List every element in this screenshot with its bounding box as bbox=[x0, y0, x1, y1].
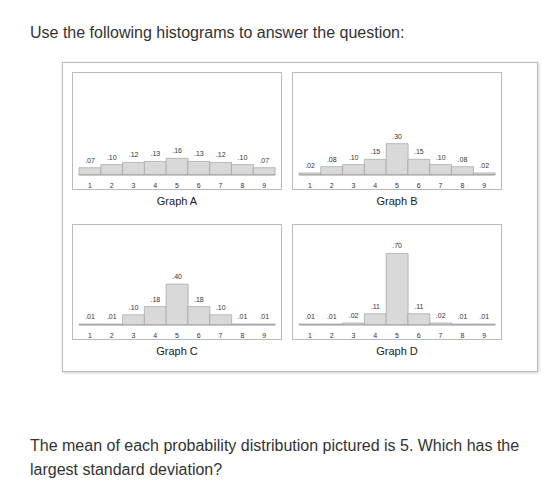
svg-text:9: 9 bbox=[262, 332, 266, 339]
svg-text:.11: .11 bbox=[414, 303, 423, 310]
svg-text:.01: .01 bbox=[107, 313, 117, 320]
html-text:Graph C: Graph C bbox=[156, 345, 198, 357]
svg-text:.40: .40 bbox=[172, 273, 182, 280]
svg-text:8: 8 bbox=[240, 182, 244, 189]
svg-text:.10: .10 bbox=[349, 154, 359, 161]
svg-text:3: 3 bbox=[351, 332, 355, 339]
html-text:Graph B: Graph B bbox=[376, 195, 418, 207]
svg-text:.18: .18 bbox=[150, 296, 160, 303]
svg-text:2: 2 bbox=[110, 182, 114, 189]
svg-text:2: 2 bbox=[330, 182, 334, 189]
svg-text:7: 7 bbox=[219, 332, 223, 339]
svg-text:.01: .01 bbox=[458, 313, 468, 320]
svg-text:9: 9 bbox=[482, 182, 486, 189]
svg-text:.12: .12 bbox=[216, 151, 226, 158]
svg-text:6: 6 bbox=[417, 332, 421, 339]
svg-text:.12: .12 bbox=[129, 151, 139, 158]
svg-text:6: 6 bbox=[197, 332, 201, 339]
svg-text:1: 1 bbox=[88, 332, 92, 339]
svg-text:.13: .13 bbox=[150, 150, 160, 157]
svg-text:.08: .08 bbox=[458, 156, 468, 163]
svg-text:7: 7 bbox=[439, 332, 443, 339]
svg-text:3: 3 bbox=[131, 182, 135, 189]
svg-text:6: 6 bbox=[417, 182, 421, 189]
html-text:Graph A: Graph A bbox=[156, 195, 198, 207]
svg-text:.07: .07 bbox=[259, 157, 269, 164]
svg-text:.13: .13 bbox=[194, 150, 204, 157]
svg-text:.11: .11 bbox=[371, 303, 380, 310]
html-text:Use the following histograms t: Use the following histograms to answer t… bbox=[30, 24, 405, 41]
svg-text:5: 5 bbox=[175, 332, 179, 339]
svg-text:.15: .15 bbox=[414, 148, 424, 155]
html-text:Graph D: Graph D bbox=[376, 345, 418, 357]
svg-text:.02: .02 bbox=[479, 162, 489, 169]
svg-text:9: 9 bbox=[482, 332, 486, 339]
svg-text:.10: .10 bbox=[107, 154, 117, 161]
svg-text:1: 1 bbox=[308, 332, 312, 339]
svg-text:5: 5 bbox=[395, 332, 399, 339]
svg-text:4: 4 bbox=[153, 182, 157, 189]
svg-text:2: 2 bbox=[330, 332, 334, 339]
svg-text:.07: .07 bbox=[85, 157, 95, 164]
svg-text:.10: .10 bbox=[238, 154, 248, 161]
svg-text:.10: .10 bbox=[436, 154, 446, 161]
svg-text:.02: .02 bbox=[305, 162, 315, 169]
svg-text:.10: .10 bbox=[216, 304, 226, 311]
svg-text:3: 3 bbox=[131, 332, 135, 339]
svg-text:.01: .01 bbox=[238, 313, 248, 320]
svg-text:5: 5 bbox=[395, 182, 399, 189]
svg-text:4: 4 bbox=[373, 332, 377, 339]
svg-text:7: 7 bbox=[219, 182, 223, 189]
svg-text:9: 9 bbox=[262, 182, 266, 189]
svg-text:8: 8 bbox=[460, 182, 464, 189]
svg-text:.01: .01 bbox=[479, 313, 489, 320]
svg-text:8: 8 bbox=[240, 332, 244, 339]
svg-text:1: 1 bbox=[308, 182, 312, 189]
svg-text:7: 7 bbox=[439, 182, 443, 189]
svg-text:.16: .16 bbox=[172, 147, 182, 154]
svg-text:1: 1 bbox=[88, 182, 92, 189]
svg-text:6: 6 bbox=[197, 182, 201, 189]
svg-text:.08: .08 bbox=[327, 156, 337, 163]
svg-text:.01: .01 bbox=[305, 313, 315, 320]
svg-text:.70: .70 bbox=[392, 242, 402, 249]
svg-text:.01: .01 bbox=[259, 313, 269, 320]
svg-text:.01: .01 bbox=[327, 313, 337, 320]
svg-text:8: 8 bbox=[460, 332, 464, 339]
svg-text:4: 4 bbox=[373, 182, 377, 189]
svg-text:.01: .01 bbox=[85, 313, 95, 320]
svg-text:4: 4 bbox=[153, 332, 157, 339]
svg-text:.30: .30 bbox=[392, 133, 402, 140]
svg-text:.18: .18 bbox=[194, 296, 204, 303]
svg-text:.15: .15 bbox=[370, 148, 380, 155]
svg-text:2: 2 bbox=[110, 332, 114, 339]
svg-text:3: 3 bbox=[351, 182, 355, 189]
svg-text:.02: .02 bbox=[349, 312, 359, 319]
svg-text:5: 5 bbox=[175, 182, 179, 189]
html-text:The mean of each probability d: The mean of each probability distributio… bbox=[30, 437, 520, 478]
svg-text:.10: .10 bbox=[129, 304, 139, 311]
svg-text:.02: .02 bbox=[436, 312, 446, 319]
